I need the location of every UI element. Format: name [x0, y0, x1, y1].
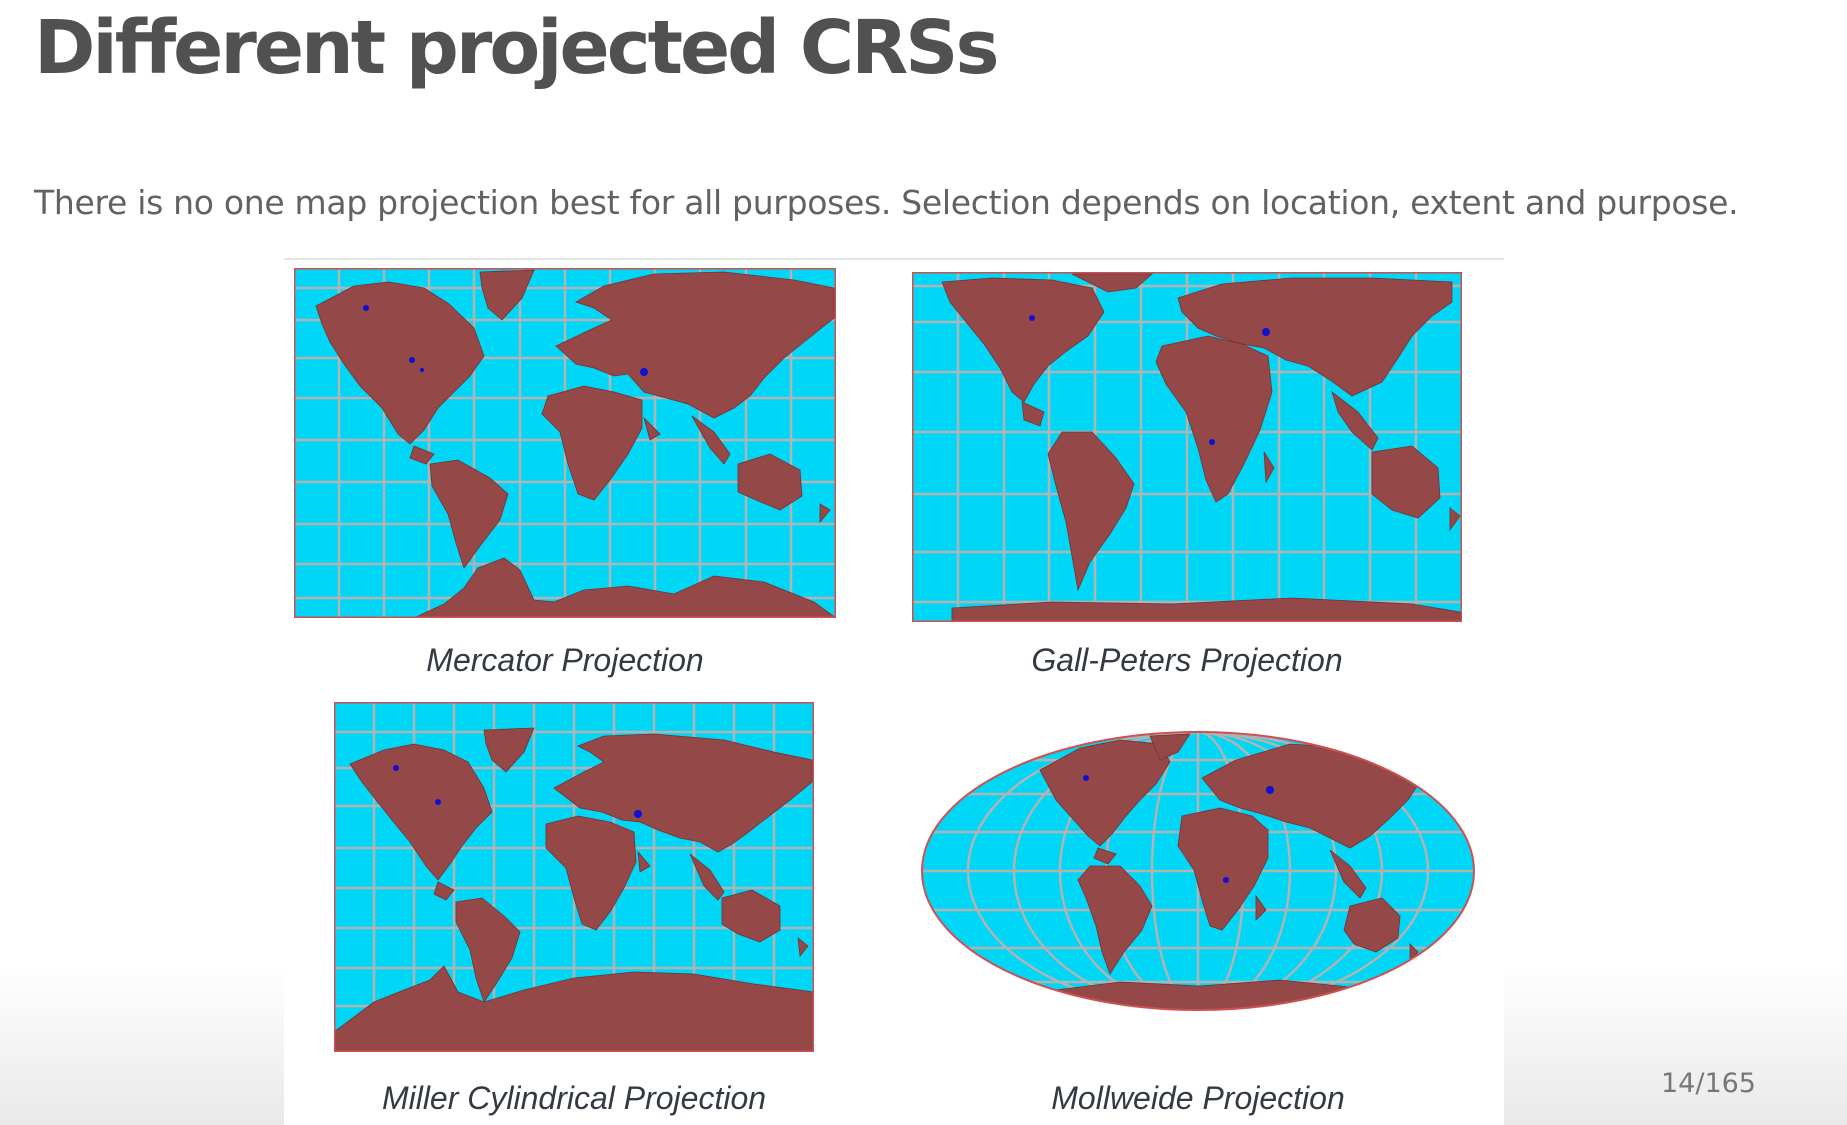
continents — [315, 269, 836, 618]
miller-caption: Miller Cylindrical Projection — [381, 1080, 767, 1116]
continents — [334, 727, 814, 1052]
slide-title: Different projected CRSs — [34, 5, 1000, 91]
gall-peters-caption: Gall-Peters Projection — [1031, 642, 1343, 678]
gall-peters-map — [912, 272, 1462, 622]
lakes — [363, 305, 648, 376]
continents — [941, 273, 1461, 622]
slide-subtitle: There is no one map projection best for … — [34, 183, 1739, 222]
mollweide-map-graphic — [921, 731, 1475, 1011]
lakes — [1029, 315, 1270, 445]
mollweide-caption: Mollweide Projection — [1051, 1080, 1345, 1116]
lakes — [393, 765, 642, 818]
lakes — [1083, 775, 1274, 883]
mollweide-map — [920, 730, 1476, 1012]
page-number: 14/165 — [1661, 1068, 1756, 1099]
gall-peters-map-graphic — [912, 272, 1462, 622]
mercator-map — [294, 268, 836, 618]
miller-map — [334, 702, 814, 1052]
miller-map-graphic — [334, 702, 814, 1052]
mercator-map-graphic — [294, 268, 836, 618]
projections-figure: Mercator Projection — [284, 258, 1504, 1125]
mercator-caption: Mercator Projection — [426, 642, 704, 678]
